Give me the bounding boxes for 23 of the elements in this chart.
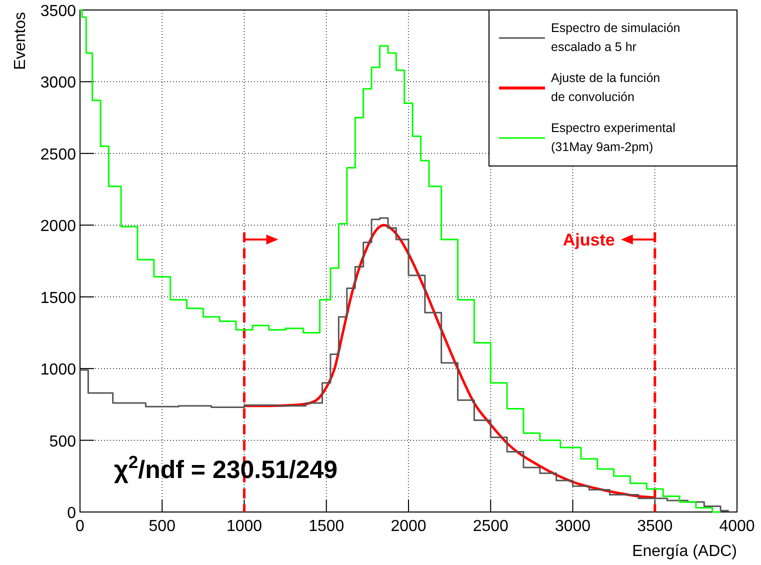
x-tick-label: 2000 <box>390 518 426 535</box>
legend-label: Espectro de simulación escalado a 5 hr <box>551 21 680 54</box>
x-tick-label: 1000 <box>226 518 262 535</box>
y-tick-label: 500 <box>49 433 76 450</box>
y-tick-label: 2000 <box>40 218 76 236</box>
x-tick-label: 3500 <box>637 518 673 535</box>
x-tick-label: 1500 <box>308 518 344 535</box>
annotation: χ$^{2}$/ndf = 230.51/249 <box>114 452 338 484</box>
y-tick-label: 2500 <box>40 146 76 164</box>
x-tick-label: 4000 <box>719 518 755 535</box>
ref-line-label: Ajuste <box>562 230 615 250</box>
legend-label: Ajuste de la función de convolución <box>551 71 660 104</box>
y-tick-label: 1000 <box>40 362 76 379</box>
legend-label: Espectro experimental (31May 9am-2pm) <box>551 121 676 154</box>
x-tick-label: 3000 <box>554 518 591 535</box>
y-tick-label: 0 <box>67 505 76 522</box>
y-tick-label: 1500 <box>40 290 76 307</box>
x-axis-title: Energía (ADC) <box>632 543 737 560</box>
y-tick-label: 3000 <box>40 74 76 92</box>
x-tick-label: 500 <box>148 518 176 535</box>
x-tick-label: 2500 <box>472 518 509 535</box>
y-axis-title: Eventos <box>12 12 29 70</box>
y-tick-label: 3500 <box>40 3 76 20</box>
